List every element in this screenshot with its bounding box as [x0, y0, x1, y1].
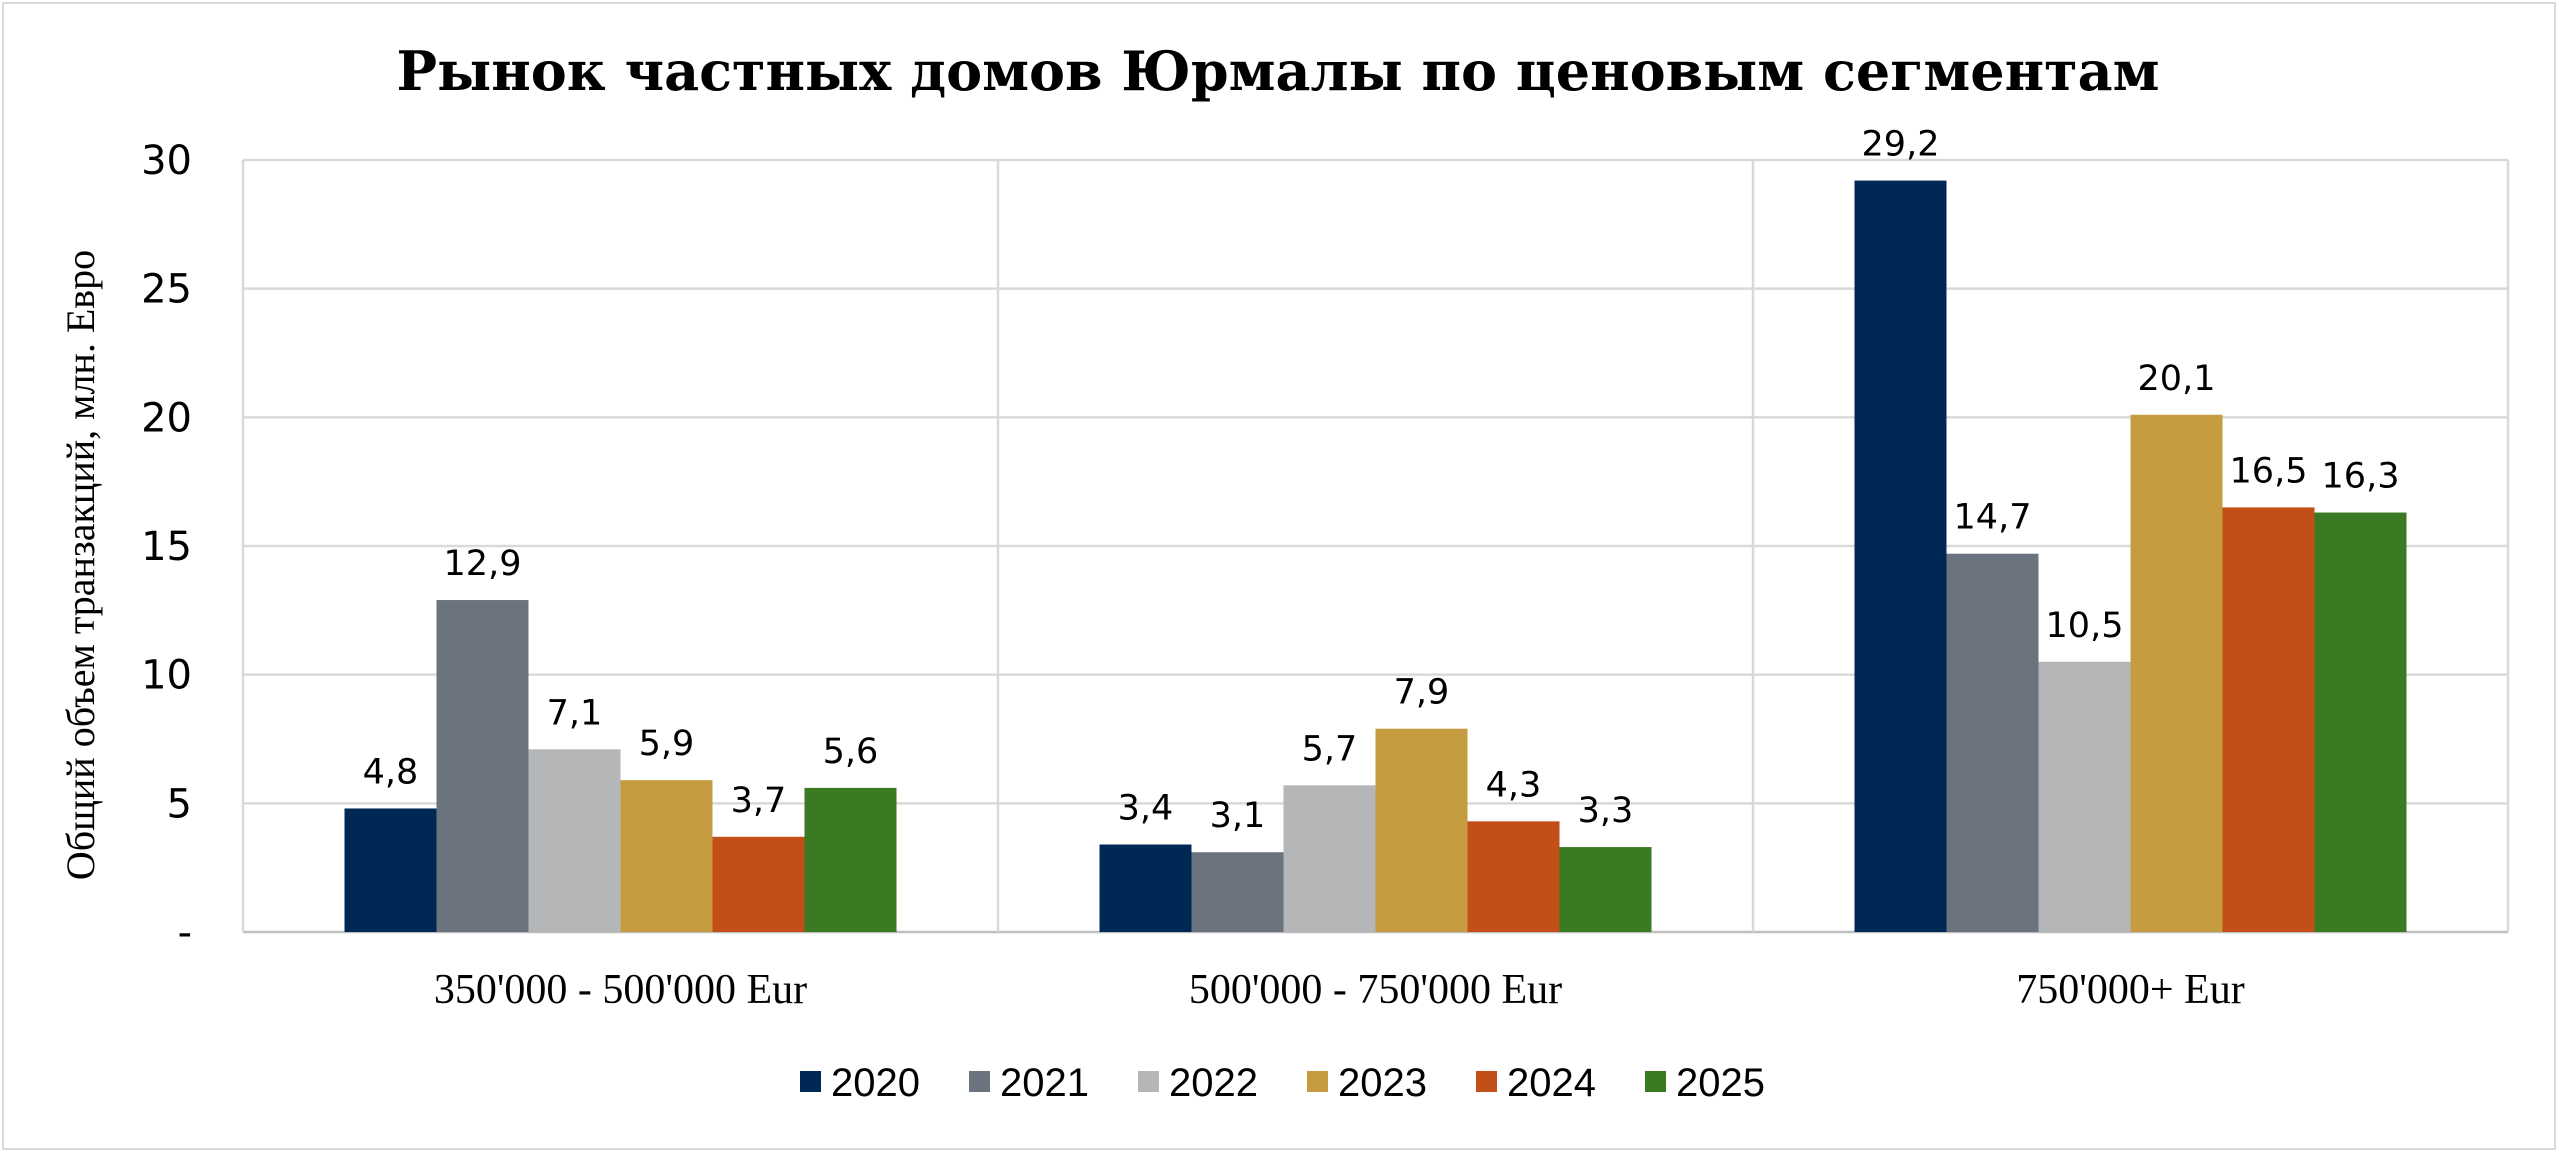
legend-label: 2020 — [831, 1061, 920, 1105]
legend-label: 2022 — [1169, 1061, 1258, 1105]
legend-label: 2021 — [1000, 1061, 1089, 1105]
bar-2020 — [1854, 180, 1947, 932]
data-label: 12,9 — [444, 544, 522, 584]
legend-swatch-2024 — [1476, 1071, 1497, 1092]
bar-2020 — [344, 808, 437, 932]
y-axis-ticks: - 5 10 15 20 25 30 — [141, 138, 192, 956]
bar-2022 — [1283, 785, 1376, 932]
data-label: 16,3 — [2322, 457, 2400, 497]
data-label: 7,1 — [547, 693, 603, 733]
bar-2023 — [2130, 414, 2223, 932]
data-label: 4,3 — [1486, 765, 1542, 805]
y-tick-label: 30 — [141, 138, 192, 184]
data-labels: 4,8 12,9 7,1 5,9 3,7 5,6 3,4 3,1 5,7 7,9 4,3 3,3 29,… — [363, 125, 2400, 837]
data-label: 3,1 — [1210, 796, 1266, 836]
x-tick-label: 500'000 - 750'000 Eur — [1189, 967, 1562, 1013]
bars — [344, 180, 2407, 932]
legend-swatch-2022 — [1138, 1071, 1159, 1092]
legend-swatch-2025 — [1645, 1071, 1666, 1092]
data-label: 5,9 — [639, 724, 695, 764]
bar-2025 — [1559, 847, 1652, 932]
bar-2022 — [528, 749, 621, 932]
data-label: 16,5 — [2230, 451, 2308, 491]
bar-2021 — [436, 600, 529, 932]
legend-label: 2023 — [1338, 1061, 1427, 1105]
y-tick-label: 20 — [141, 395, 192, 441]
bar-2024 — [1467, 821, 1560, 932]
legend-swatch-2021 — [969, 1071, 990, 1092]
y-tick-label: 5 — [167, 781, 192, 827]
bar-2024 — [2222, 507, 2315, 932]
y-tick-label: 15 — [141, 524, 192, 570]
legend-label: 2024 — [1507, 1061, 1596, 1105]
x-tick-label: 350'000 - 500'000 Eur — [434, 967, 807, 1013]
y-tick-label: 10 — [141, 653, 192, 699]
data-label: 7,9 — [1394, 673, 1450, 713]
data-label: 10,5 — [2046, 606, 2124, 646]
bar-2023 — [1375, 728, 1468, 932]
legend-swatch-2020 — [800, 1071, 821, 1092]
legend-swatch-2023 — [1307, 1071, 1328, 1092]
data-label: 3,7 — [731, 781, 787, 821]
legend-label: 2025 — [1676, 1061, 1765, 1105]
bar-2025 — [2314, 512, 2407, 932]
data-label: 5,6 — [823, 732, 879, 772]
bar-2021 — [1191, 852, 1284, 932]
bar-2022 — [2038, 661, 2131, 932]
data-label: 29,2 — [1862, 125, 1940, 165]
bar-2025 — [804, 787, 897, 932]
data-label: 4,8 — [363, 752, 419, 792]
y-axis-label: Общий объем транзакций, млн. Евро — [58, 250, 103, 880]
bar-2020 — [1099, 844, 1192, 932]
legend: 2020 2021 2022 2023 2024 2025 — [800, 1061, 1765, 1105]
bar-2021 — [1946, 553, 2039, 932]
data-label: 20,1 — [2138, 359, 2216, 399]
bar-2023 — [620, 780, 713, 932]
data-label: 3,4 — [1118, 789, 1174, 829]
y-tick-label: - — [178, 910, 192, 956]
x-axis-ticks: 350'000 - 500'000 Eur 500'000 - 750'000 E… — [434, 967, 2245, 1013]
x-tick-label: 750'000+ Eur — [2016, 967, 2244, 1013]
data-label: 3,3 — [1578, 791, 1634, 831]
bar-2024 — [712, 836, 805, 932]
data-label: 14,7 — [1954, 498, 2032, 538]
data-label: 5,7 — [1302, 729, 1358, 769]
y-tick-label: 25 — [141, 267, 192, 313]
chart-title: Рынок частных домов Юрмалы по ценовым се… — [397, 39, 2160, 103]
